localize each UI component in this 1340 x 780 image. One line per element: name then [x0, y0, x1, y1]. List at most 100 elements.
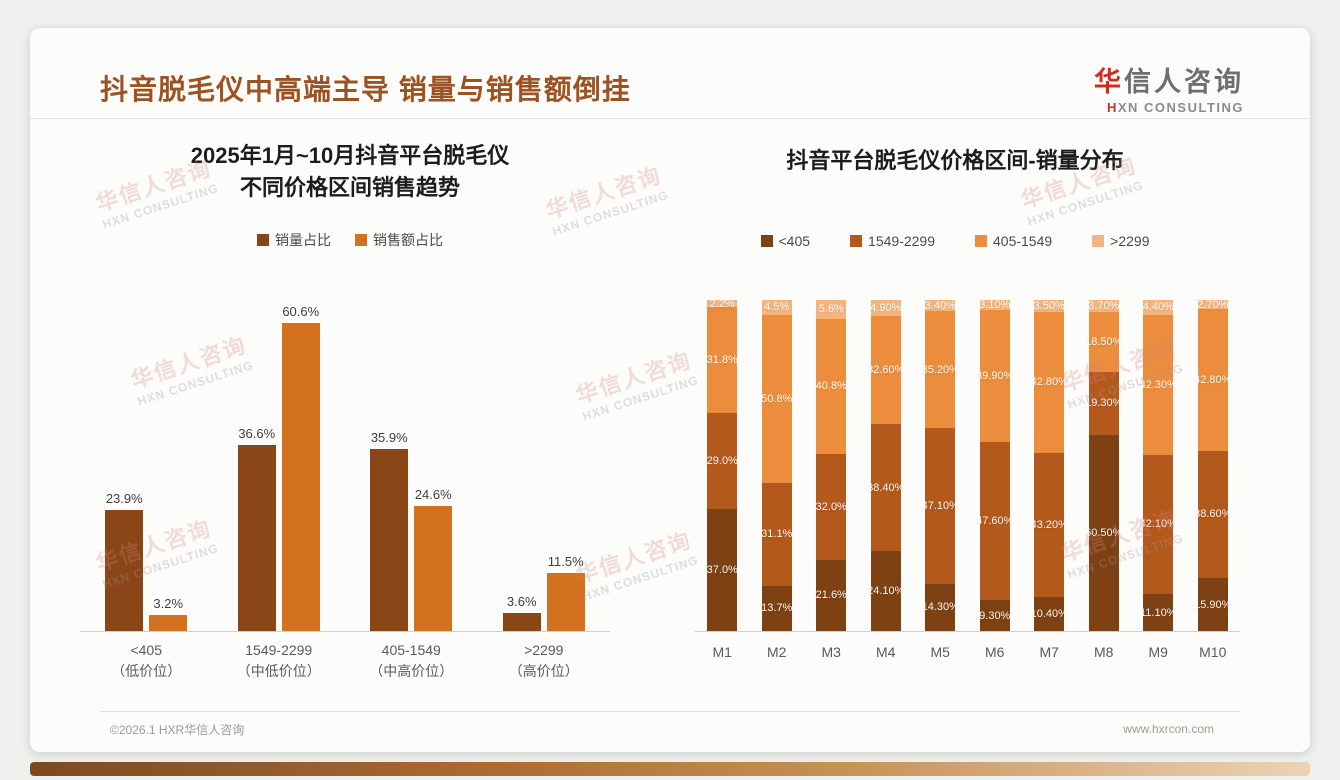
segment-value-label: 2.70%: [1197, 298, 1229, 311]
right-chart-title: 抖音平台脱毛仪价格区间-销量分布: [786, 148, 1124, 173]
bar-segment-405-1549: 50.8%: [761, 314, 792, 483]
bar-segment->2299: 4.40%: [1143, 300, 1174, 315]
bar-segment-1549-2299: 47.10%: [922, 427, 959, 584]
header-divider: [30, 118, 1310, 119]
bar-segment-1549-2299: 47.60%: [976, 442, 1013, 601]
segment-value-label: 5.6%: [818, 303, 844, 316]
left-chart-title-line2: 不同价格区间销售趋势: [239, 175, 460, 200]
segment-value-label: 43.20%: [1030, 518, 1068, 531]
bar-销售额占比: [149, 615, 188, 631]
stacked-bar-cell: 24.10% 38.40% 32.60% 4.90%: [859, 300, 914, 631]
footer-copyright: ©2026.1 HXR华信人咨询: [110, 723, 245, 737]
bar-销售额占比: [281, 323, 320, 631]
value-label: 35.9%: [370, 430, 408, 445]
bar-segment->2299: 4.90%: [870, 300, 902, 317]
bar-segment-405-1549: 42.80%: [1031, 311, 1068, 454]
bar-group: 36.6% 60.6%: [213, 302, 346, 631]
value-label: 24.6%: [414, 487, 452, 502]
category-sublabel: （低价位）: [111, 663, 182, 679]
brand-logo-en-rest: XN CONSULTING: [1117, 100, 1244, 115]
bar-segment-405-1549: 42.30%: [1140, 314, 1177, 455]
stacked-bar-cell: 60.50% 19.30% 18.50% 3.70%: [1077, 300, 1132, 631]
stacked-bar-cell: 11.10% 42.10% 42.30% 4.40%: [1131, 300, 1186, 631]
segment-value-label: 38.40%: [867, 481, 905, 494]
segment-value-label: 21.6%: [815, 589, 847, 602]
segment-value-label: 15.90%: [1194, 598, 1232, 611]
right-chart-legend: <405 1549-2299 405-1549 >2299: [650, 233, 1260, 249]
bar-segment->2299: 3.50%: [1034, 300, 1065, 312]
bar-segment-<405: 13.7%: [761, 585, 793, 631]
segment-value-label: 3.10%: [979, 299, 1011, 312]
bar-销售额占比: [546, 573, 585, 631]
bar-segment-<405: 24.10%: [867, 551, 904, 631]
value-label: 3.2%: [153, 596, 184, 611]
segment-value-label: 38.60%: [1194, 508, 1232, 521]
stacked-bar: 10.40% 43.20% 42.80% 3.50%: [1031, 300, 1068, 631]
bar-segment-1549-2299: 38.40%: [867, 424, 904, 552]
bar-segment->2299: 2.2%: [707, 298, 738, 310]
bar-segment-405-1549: 42.80%: [1194, 308, 1231, 451]
segment-value-label: 32.0%: [815, 500, 847, 513]
left-chart-plot: 23.9% 3.2% 36.6% 60.6% 35.9% 24.6% 3.6% 11.5%: [80, 302, 610, 632]
legend-label: 销量占比: [275, 232, 331, 248]
legend-item: 销量占比: [257, 230, 331, 250]
bar-segment->2299: 4.5%: [761, 300, 792, 315]
category-label: <405 （低价位）: [80, 640, 213, 682]
stacked-bar-cell: 15.90% 38.60% 42.80% 2.70%: [1186, 298, 1241, 631]
value-label: 11.5%: [547, 554, 584, 569]
segment-value-label: 4.90%: [870, 302, 902, 315]
left-chart-categories: <405 （低价位） 1549-2299 （中低价位） 405-1549 （中高价位） >2…: [80, 640, 610, 682]
bottom-accent-strip: [30, 762, 1310, 776]
month-label: M6: [985, 644, 1005, 660]
legend-label: >2299: [1110, 233, 1150, 249]
value-label: 23.9%: [105, 491, 143, 506]
segment-value-label: 42.80%: [1194, 373, 1232, 386]
legend-item: 1549-2299: [850, 233, 935, 249]
segment-value-label: 13.7%: [761, 602, 793, 615]
segment-value-label: 10.40%: [1030, 607, 1068, 620]
bar-segment-405-1549: 39.90%: [976, 310, 1013, 443]
stacked-bar-cell: 14.30% 47.10% 35.20% 3.40%: [913, 300, 968, 631]
value-label: 36.6%: [238, 426, 276, 441]
bar-segment-<405: 10.40%: [1031, 596, 1068, 631]
legend-item: >2299: [1092, 233, 1150, 249]
bar-group: 35.9% 24.6%: [345, 302, 478, 631]
brand-logo-accent: 华: [1094, 67, 1124, 97]
stacked-bar-cell: 9.30% 47.60% 39.90% 3.10%: [968, 299, 1023, 631]
segment-value-label: 42.30%: [1139, 378, 1177, 391]
stacked-bar: 13.7% 31.1% 50.8% 4.5%: [761, 300, 793, 631]
bar-segment->2299: 5.6%: [816, 299, 847, 319]
bar-segment-1549-2299: 31.1%: [761, 482, 792, 586]
bar-销量占比: [502, 613, 541, 631]
bar-segment-1549-2299: 29.0%: [707, 412, 738, 509]
bar-segment-<405: 60.50%: [1085, 434, 1122, 631]
segment-value-label: 60.50%: [1085, 526, 1123, 539]
segment-value-label: 19.30%: [1085, 397, 1123, 410]
category-name: 405-1549: [381, 642, 441, 658]
bar-segment-<405: 9.30%: [979, 600, 1010, 631]
segment-value-label: 31.8%: [706, 353, 738, 366]
month-label: M2: [767, 644, 787, 660]
bar-segment-<405: 11.10%: [1140, 594, 1177, 631]
segment-value-label: 39.90%: [976, 370, 1014, 383]
bar-segment-405-1549: 18.50%: [1085, 311, 1122, 372]
left-chart-legend: 销量占比 销售额占比: [70, 230, 630, 250]
bar-segment-<405: 37.0%: [707, 508, 738, 631]
category-label: >2299 （高价位）: [478, 640, 611, 682]
legend-swatch: [975, 235, 987, 247]
category-label: 405-1549 （中高价位）: [345, 640, 478, 682]
legend-swatch: [257, 234, 269, 246]
bar-segment->2299: 3.40%: [925, 300, 956, 312]
legend-swatch: [760, 235, 773, 247]
bar-销量占比: [105, 510, 144, 631]
segment-value-label: 14.30%: [921, 601, 959, 614]
bar-wrapper: 60.6%: [281, 304, 320, 631]
bar-segment->2299: 3.70%: [1088, 300, 1119, 312]
category-sublabel: （中低价位）: [236, 663, 321, 679]
legend-item: 销售额占比: [355, 230, 443, 250]
bar-wrapper: 11.5%: [546, 554, 585, 631]
value-label: 60.6%: [282, 304, 320, 319]
brand-logo-rest: 信人咨询: [1124, 67, 1244, 97]
category-name: 1549-2299: [245, 642, 313, 658]
segment-value-label: 24.10%: [867, 585, 905, 598]
